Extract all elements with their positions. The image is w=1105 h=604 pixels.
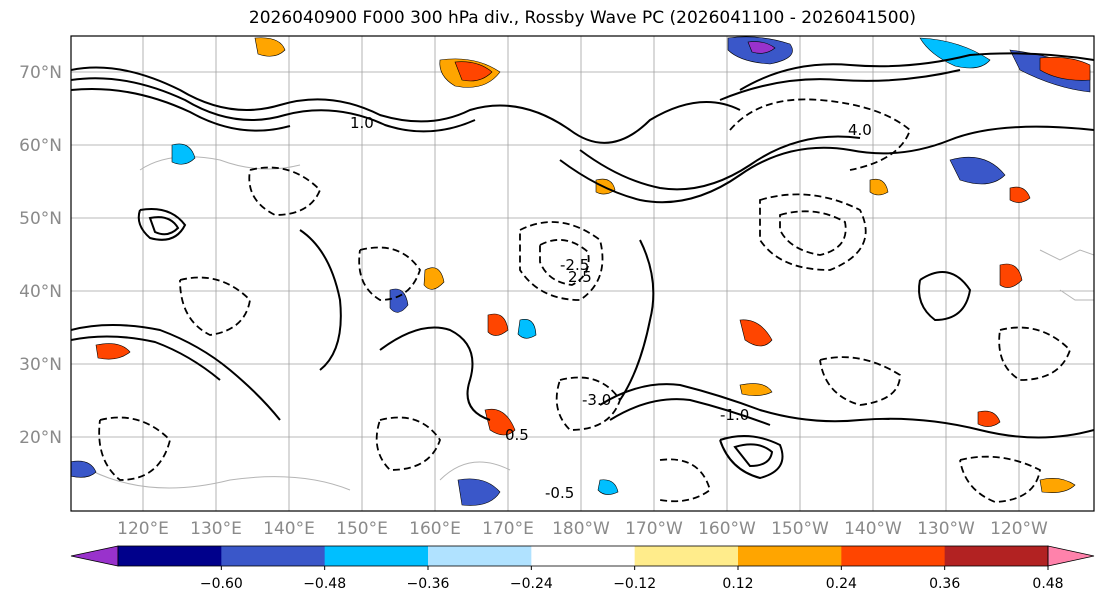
- contour-label: -2.5: [560, 256, 589, 274]
- colorbar-tick-label: −0.48: [303, 576, 346, 592]
- colorbar-segment: [118, 546, 222, 566]
- colorbar-segment: [531, 546, 636, 566]
- colorbar-segment: [841, 546, 946, 566]
- colorbar-tick-label: −0.12: [613, 576, 656, 592]
- lon-label-130w: 130°W: [917, 519, 975, 539]
- contour-label: -0.5: [545, 484, 574, 502]
- lat-label-50n: 50°N: [19, 209, 62, 229]
- colorbar-segment: [428, 546, 532, 566]
- contour-label: 4.0: [848, 121, 872, 139]
- latitude-labels: 70°N 60°N 50°N 40°N 30°N 20°N: [19, 63, 62, 448]
- lon-label-150e: 150°E: [336, 519, 388, 539]
- colorbar-tick-label: 0.36: [929, 576, 960, 592]
- contour-label: -1.0: [720, 406, 749, 424]
- divergence-shading: [71, 36, 1091, 506]
- colorbar-segment: [221, 546, 326, 566]
- graticule: [71, 36, 1094, 511]
- colorbar-tick-label: 0.48: [1032, 576, 1063, 592]
- lon-label-160e: 160°E: [409, 519, 461, 539]
- colorbar-segment: [944, 546, 1049, 566]
- contour-label: 2.5: [568, 268, 592, 286]
- negative-contours: [98, 98, 1072, 503]
- contour-label: 0.5: [505, 426, 529, 444]
- positive-contours: [71, 52, 1094, 480]
- lon-label-120w: 120°W: [990, 519, 1048, 539]
- lon-label-160w: 160°W: [698, 519, 756, 539]
- colorbar-extend-min: [70, 545, 119, 567]
- lat-label-30n: 30°N: [19, 355, 62, 375]
- lon-label-120e: 120°E: [117, 519, 169, 539]
- contour-label: 1.0: [350, 114, 374, 132]
- map-frame: [70, 35, 1095, 512]
- longitude-labels: 120°E 130°E 140°E 150°E 160°E 170°E 180°…: [117, 519, 1048, 539]
- colorbar-tick-label: 0.24: [826, 576, 857, 592]
- colorbar-tick-label: −0.60: [200, 576, 243, 592]
- colorbar-segment: [634, 546, 739, 566]
- contour-labels: -0.5 0.5 1.0 -1.0 2.5 -2.5 -3.0 4.0: [350, 114, 872, 502]
- map-panel: [71, 36, 1094, 511]
- lat-label-70n: 70°N: [19, 63, 62, 83]
- lat-label-20n: 20°N: [19, 428, 62, 448]
- lon-label-170e: 170°E: [482, 519, 534, 539]
- colorbar-extend-max: [1047, 545, 1095, 567]
- contour-label: -3.0: [582, 391, 611, 409]
- lon-label-140e: 140°E: [263, 519, 315, 539]
- colorbar: [70, 545, 1095, 567]
- colorbar-tick-label: −0.24: [510, 576, 553, 592]
- lon-label-140w: 140°W: [844, 519, 902, 539]
- lon-label-130e: 130°E: [190, 519, 242, 539]
- figure-title: 2026040900 F000 300 hPa div., Rossby Wav…: [248, 8, 917, 28]
- lon-label-150w: 150°W: [771, 519, 829, 539]
- lon-label-180w: 180°W: [552, 519, 610, 539]
- colorbar-outline: [117, 545, 1049, 567]
- colorbar-segment: [738, 546, 842, 566]
- colorbar-tick-label: −0.36: [407, 576, 450, 592]
- lat-label-40n: 40°N: [19, 282, 62, 302]
- lat-label-60n: 60°N: [19, 136, 62, 156]
- lon-label-170w: 170°W: [625, 519, 683, 539]
- colorbar-ticks: −0.60 −0.48 −0.36 −0.24 −0.12 0.12 0.24 0.36 0.4…: [200, 566, 1064, 592]
- colorbar-segment: [324, 546, 429, 566]
- colorbar-tick-label: 0.12: [722, 576, 753, 592]
- coastlines: [89, 156, 1094, 491]
